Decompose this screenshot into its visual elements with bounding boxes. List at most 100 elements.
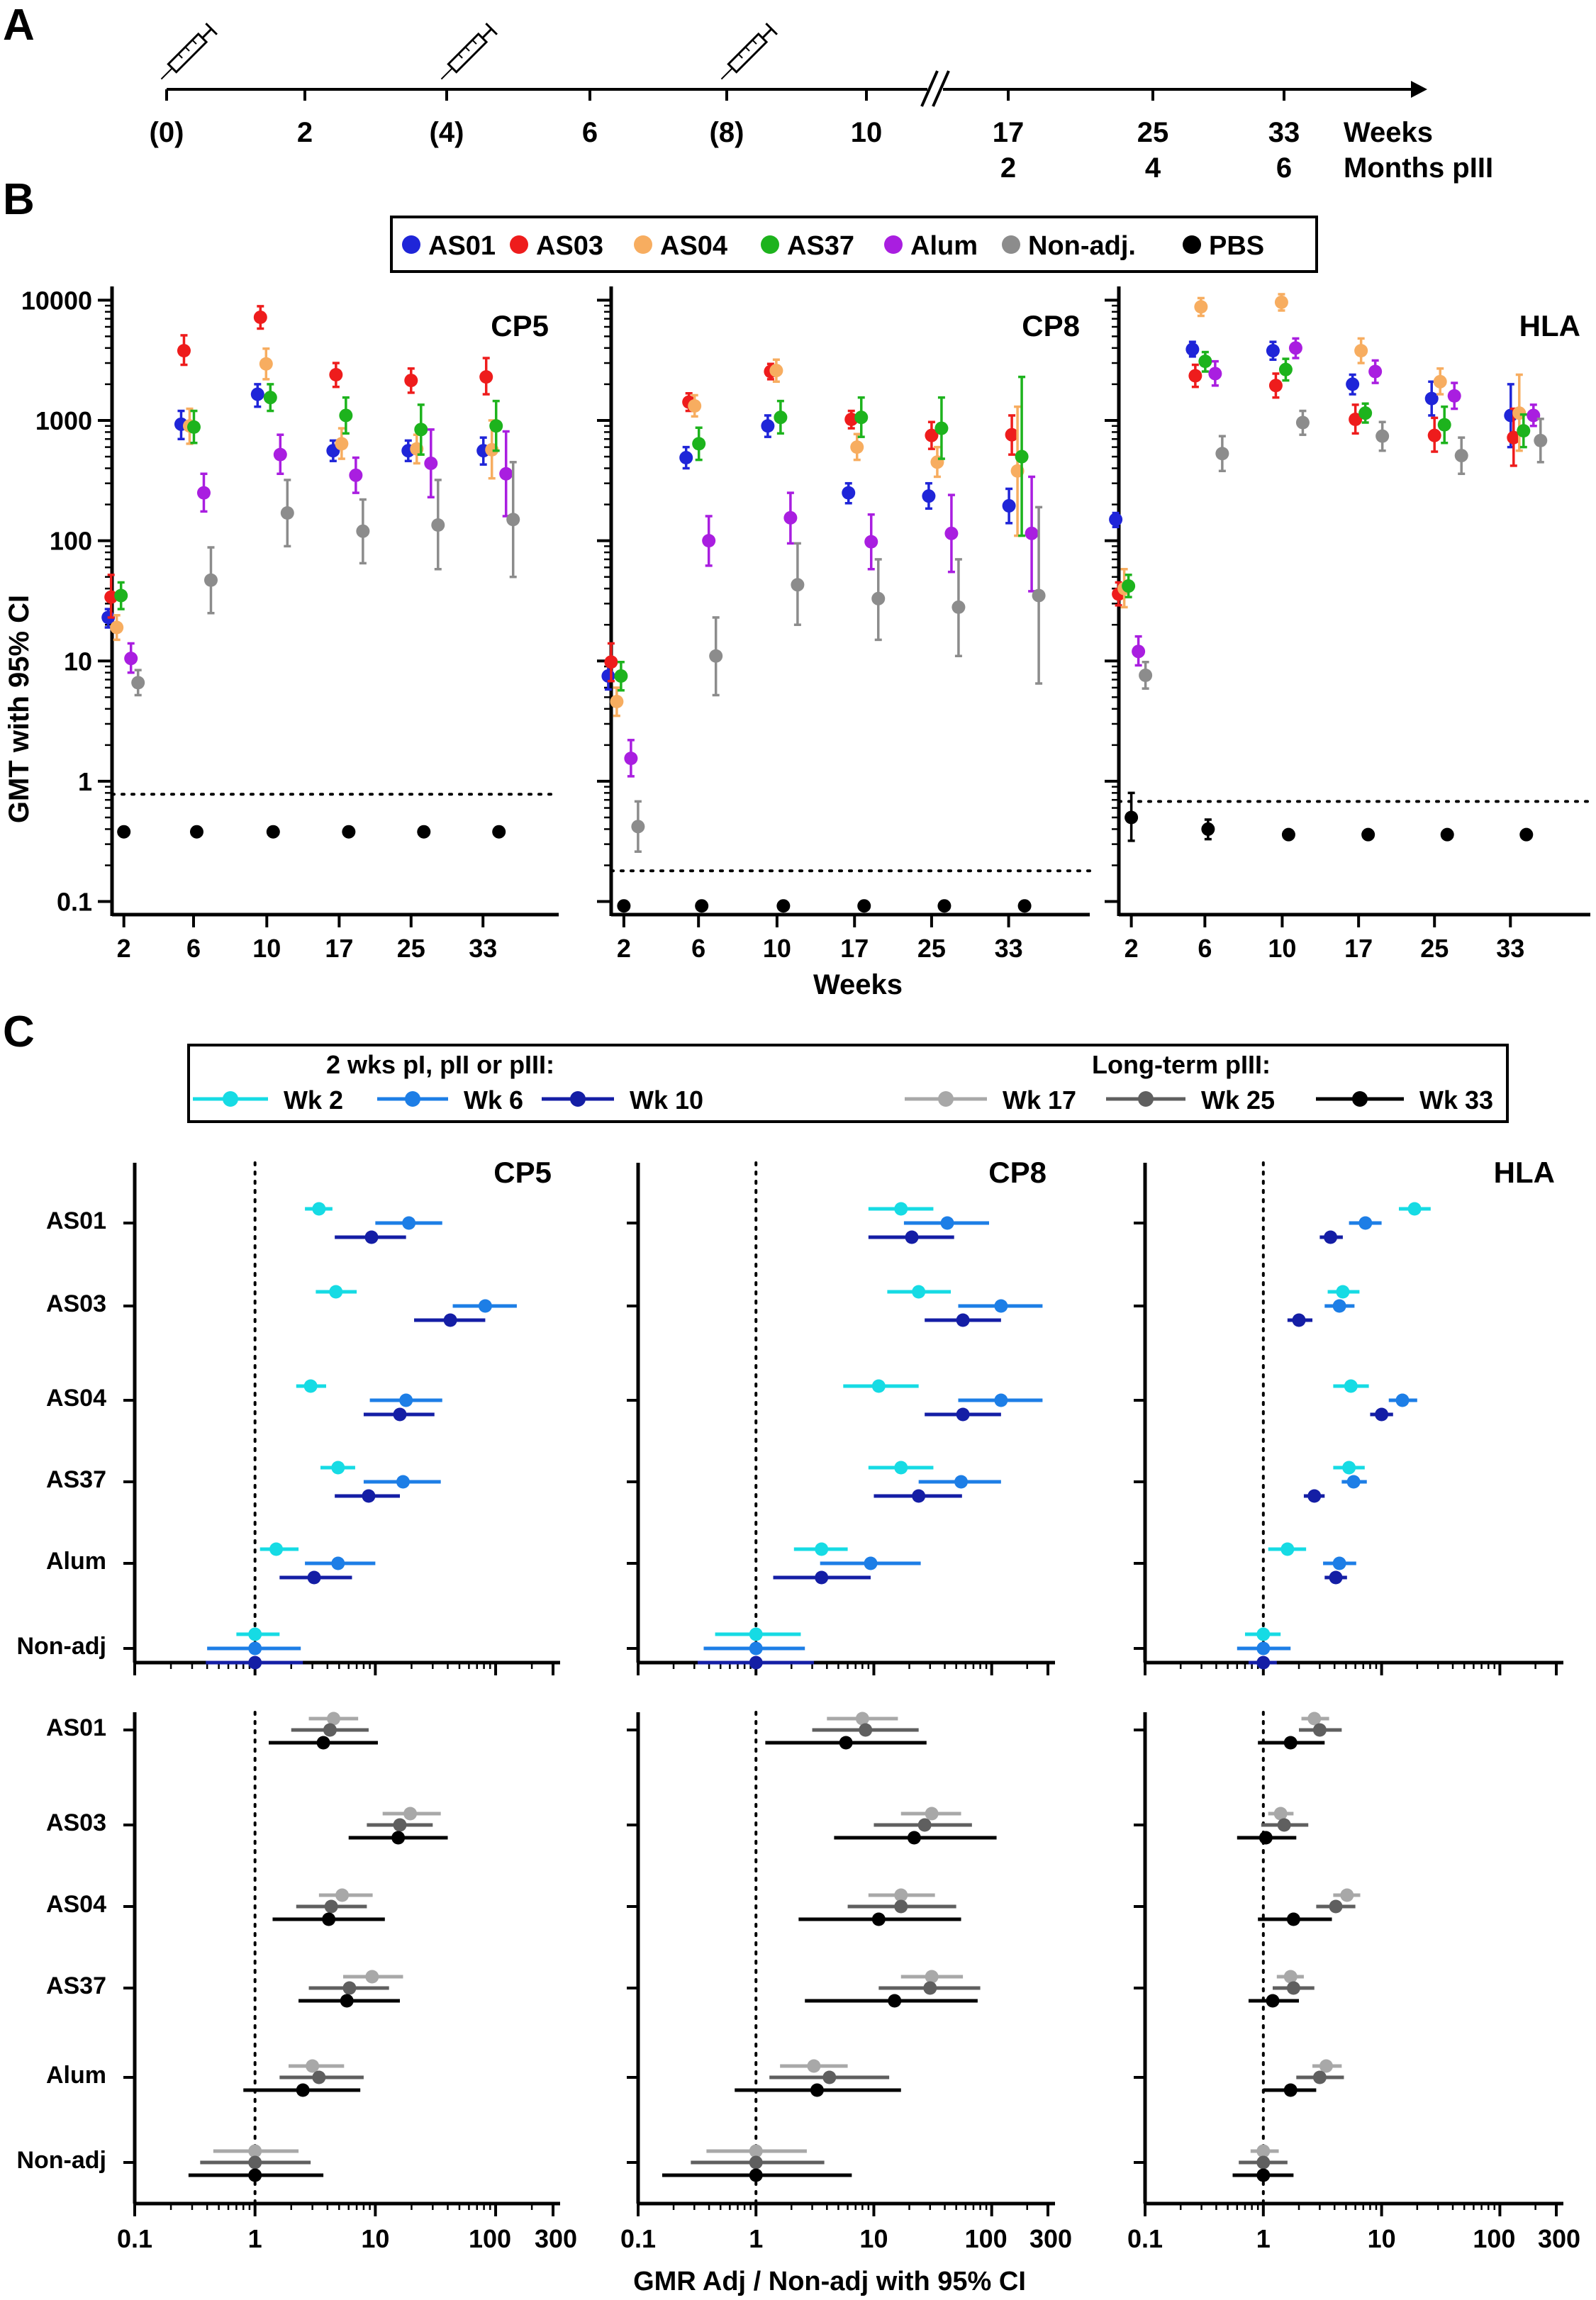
data-point-non-adj: [356, 524, 370, 538]
data-point-as04: [1274, 295, 1288, 309]
x-tick-label: 25: [1420, 934, 1449, 963]
gmr-point-wk-25: [342, 1981, 357, 1995]
data-point-pbs: [1361, 827, 1375, 842]
data-point-as03: [1507, 430, 1521, 445]
gmr-point-wk-2: [269, 1542, 284, 1556]
panel-title-cp8: CP8: [988, 1156, 1047, 1189]
x-tick-label: 100: [965, 2224, 1008, 2253]
data-point-as04: [850, 440, 864, 454]
data-point-non-adj: [506, 513, 520, 527]
gmr-point-wk-10: [1256, 1656, 1271, 1670]
data-point-alum: [124, 652, 138, 666]
legend-marker-as03: [510, 235, 528, 254]
data-point-non-adj: [131, 676, 145, 690]
gmr-point-wk-25: [1312, 1723, 1327, 1737]
x-tick-label: 33: [1496, 934, 1524, 963]
data-point-alum: [1527, 408, 1541, 423]
gmr-point-wk-17: [1307, 1712, 1322, 1726]
gmr-point-wk-17: [1340, 1888, 1354, 1902]
data-point-pbs: [1281, 827, 1295, 842]
gmr-point-wk-2: [329, 1285, 343, 1299]
timeline: (0) 2 (4) 6 (8) 10 17 2 25 4 33 6 Weeks Months pIII: [150, 23, 1493, 184]
legend-label-alum: Alum: [910, 231, 978, 261]
data-point-as03: [479, 370, 493, 384]
data-point-as37: [934, 421, 949, 435]
legend-label-non-adj: Non-adj.: [1028, 231, 1136, 261]
gmr-point-wk-2: [871, 1379, 886, 1393]
gmr-point-wk-2: [815, 1542, 829, 1556]
legend-b-box: [390, 216, 1318, 273]
short-term-section: [627, 1161, 1055, 1675]
syringe-mark: [191, 39, 197, 45]
gmr-point-wk-2: [1256, 1627, 1271, 1641]
gmr-point-wk-33: [1259, 1831, 1273, 1845]
gmr-point-wk-33: [1266, 1994, 1280, 2008]
legend-marker-as04: [634, 235, 652, 254]
syringe-plunger-end: [765, 23, 778, 35]
legend-item-wk-10: Wk 10: [542, 1085, 703, 1115]
gmr-point-wk-10: [364, 1230, 379, 1244]
data-point-as01: [1346, 377, 1360, 391]
gmr-point-wk-33: [907, 1831, 921, 1845]
x-tick-label: 0.1: [117, 2224, 152, 2253]
gmr-point-wk-17: [807, 2059, 821, 2073]
x-tick-label: 10: [1368, 2224, 1396, 2253]
panel-title-cp5: CP5: [493, 1156, 552, 1189]
data-point-as37: [1437, 418, 1451, 432]
legend-label-wk-6: Wk 6: [464, 1085, 523, 1115]
gmr-point-wk-25: [248, 2155, 262, 2170]
legend-item-as37: AS37: [761, 231, 854, 261]
data-point-as37: [692, 437, 706, 451]
gmr-point-wk-33: [1283, 1736, 1298, 1750]
data-point-alum: [424, 456, 438, 470]
data-point-as37: [1198, 355, 1212, 369]
legend-label-wk-25: Wk 25: [1201, 1085, 1275, 1115]
x-tick-label: 25: [397, 934, 425, 963]
gmr-point-wk-25: [749, 2155, 763, 2170]
long-term-section: AS01 AS03 AS04 AS37 Alum Non-adj 0.1 1 10 100 300: [16, 1711, 577, 2253]
y-tick-label: 100: [50, 527, 92, 556]
x-tick-label: 6: [1198, 934, 1212, 963]
gmr-point-wk-6: [478, 1299, 492, 1313]
data-point-pbs: [857, 899, 871, 913]
gmr-point-wk-17: [894, 1888, 908, 1902]
legend-c-box: [187, 1044, 1509, 1123]
timeline-tick-label: 33: [1268, 117, 1300, 148]
panel-title-hla: HLA: [1494, 1156, 1555, 1189]
axis-break-mark: [920, 70, 939, 107]
gmr-point-wk-6: [994, 1393, 1008, 1407]
data-point-non-adj: [952, 600, 966, 614]
data-point-as37: [1517, 424, 1531, 438]
legend-c-header-right: Long-term pIII:: [1092, 1050, 1271, 1079]
y-tick-label: 10000: [21, 286, 92, 315]
syringe-plunger: [201, 28, 213, 39]
panel-label-b: B: [3, 175, 35, 224]
data-point-non-adj: [203, 573, 218, 587]
legend-label-wk-33: Wk 33: [1419, 1085, 1493, 1115]
syringe-barrel: [167, 32, 208, 74]
x-tick-label: 0.1: [1127, 2224, 1163, 2253]
data-point-alum: [196, 486, 211, 500]
x-tick-label: 10: [361, 2224, 389, 2253]
data-point-pbs: [417, 825, 431, 839]
data-point-alum: [349, 468, 363, 482]
gmr-panel-cp5: CP5AS01AS03AS04AS37AlumNon-adjAS01AS03AS…: [16, 1156, 577, 2253]
timeline-months-unit: Months pIII: [1344, 152, 1493, 184]
legend-marker-wk-2: [223, 1091, 238, 1107]
gmr-point-wk-10: [905, 1230, 919, 1244]
gmr-point-wk-10: [393, 1407, 407, 1422]
syringe-mark: [752, 39, 757, 45]
data-point-as01: [761, 419, 775, 433]
x-tick-label: 2: [117, 934, 131, 963]
gmr-point-wk-6: [399, 1393, 413, 1407]
panel-title-hla: HLA: [1519, 309, 1580, 342]
gmr-point-wk-2: [894, 1461, 908, 1475]
syringe-mark: [737, 53, 743, 59]
data-point-alum: [1368, 364, 1383, 379]
syringe-plunger: [481, 28, 493, 39]
x-tick-label: 100: [469, 2224, 511, 2253]
data-point-as03: [104, 590, 118, 604]
syringe-needle: [440, 67, 453, 80]
data-point-as04: [335, 437, 349, 451]
legend-item-pbs: PBS: [1183, 231, 1264, 261]
